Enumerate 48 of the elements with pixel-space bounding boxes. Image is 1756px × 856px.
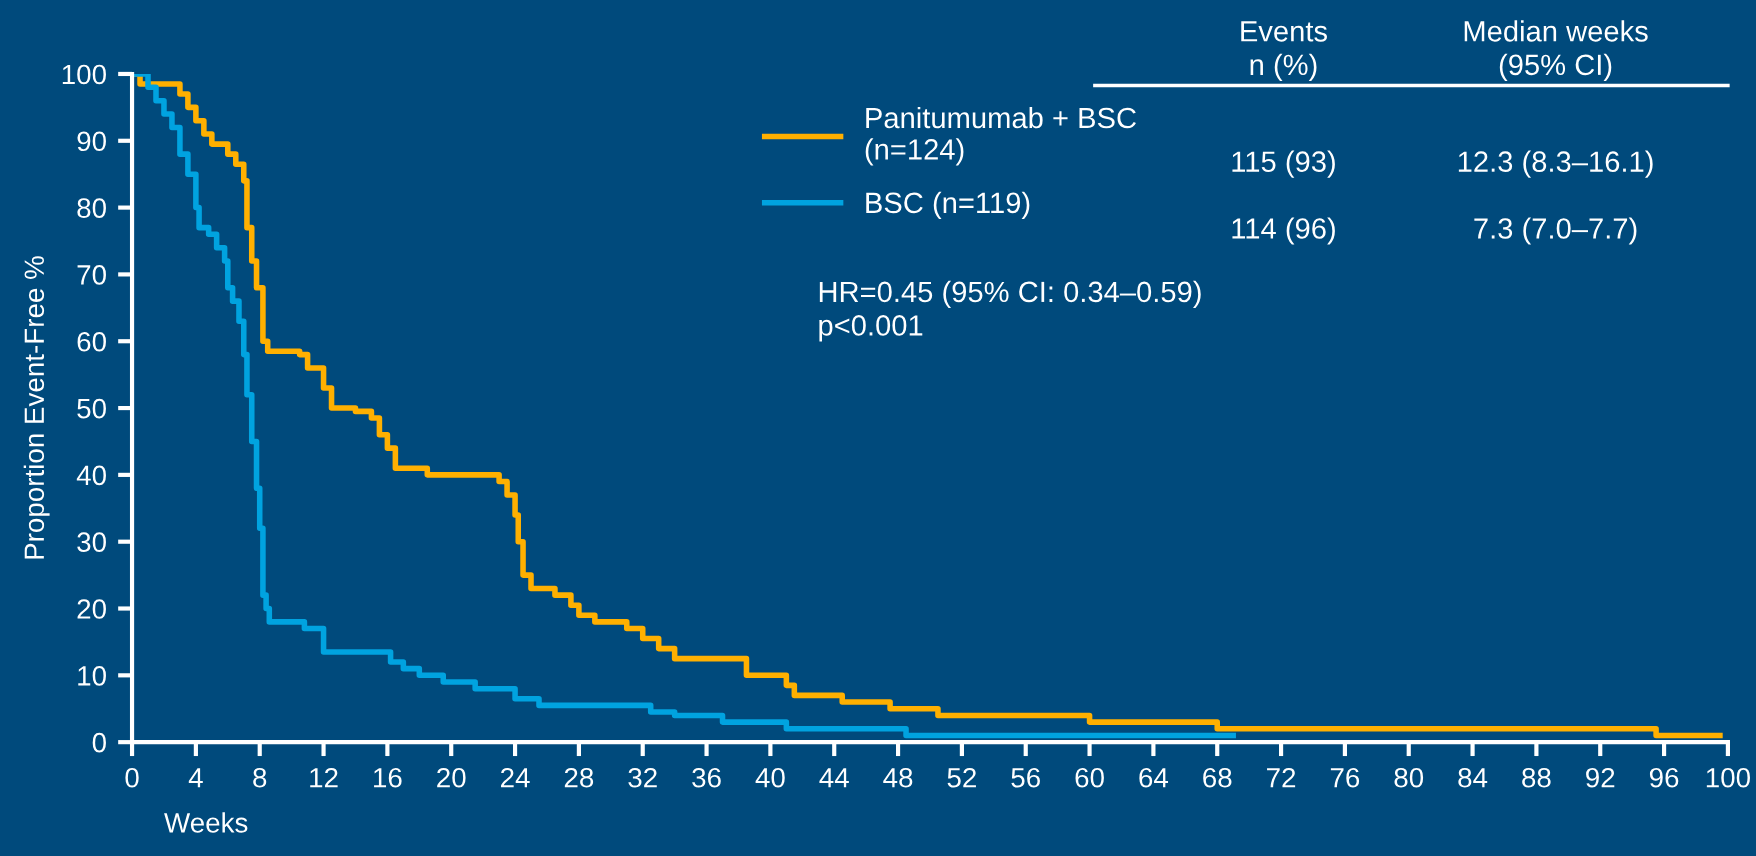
x-tick-label: 0 [125, 767, 139, 788]
x-axis-title: Weeks [164, 812, 248, 833]
legend-label: Panitumumab + BSC (n=124) [865, 106, 1136, 166]
y-tick-label: 60 [77, 331, 106, 352]
annotation: Median weeks (95% CI) [1464, 20, 1648, 81]
x-tick-label: 76 [1330, 767, 1360, 788]
x-tick-label: 64 [1139, 767, 1169, 788]
x-tick-label: 88 [1522, 767, 1551, 788]
annotation: 7.3 (7.0–7.7) [1474, 217, 1637, 245]
y-tick-label: 100 [62, 64, 106, 85]
x-tick-label: 24 [501, 767, 530, 788]
x-tick-label: 72 [1267, 767, 1296, 788]
annotation: 12.3 (8.3–16.1) [1458, 150, 1653, 178]
x-tick-label: 28 [564, 767, 594, 788]
x-tick-label: 60 [1075, 767, 1104, 788]
x-tick-label: 48 [883, 767, 913, 788]
y-tick-label: 50 [77, 398, 106, 419]
y-tick-label: 70 [77, 265, 106, 285]
y-tick-label: 30 [77, 532, 106, 553]
annotation: Events n (%) [1241, 21, 1327, 81]
x-tick-label: 12 [310, 767, 338, 788]
y-axis-title: Proportion Event-Free % [23, 256, 50, 559]
y-tick-label: 40 [76, 465, 106, 486]
x-tick-label: 100 [1706, 767, 1750, 788]
x-tick-label: 40 [755, 767, 785, 788]
annotation: 115 (93) [1232, 150, 1335, 178]
x-tick-label: 68 [1203, 767, 1232, 788]
x-tick-label: 44 [819, 768, 849, 788]
x-tick-label: 92 [1586, 767, 1615, 788]
y-tick-label: 0 [92, 732, 106, 753]
x-tick-label: 20 [437, 767, 466, 788]
y-tick-label: 90 [77, 131, 106, 152]
x-tick-label: 32 [628, 767, 657, 788]
x-tick-label: 8 [253, 767, 267, 788]
y-tick-label: 80 [77, 198, 106, 218]
x-tick-label: 56 [1011, 767, 1040, 788]
y-tick-label: 10 [78, 666, 106, 686]
legend-label: BSC (n=119) [866, 191, 1030, 219]
x-tick-label: 16 [374, 767, 402, 788]
x-tick-label: 80 [1394, 767, 1424, 788]
y-tick-label: 20 [77, 599, 106, 619]
annotation: 114 (96) [1232, 217, 1335, 245]
annotation: HR=0.45 (95% CI: 0.34–0.59) p<0.001 [819, 280, 1201, 342]
x-tick-label: 52 [947, 767, 976, 788]
x-tick-label: 96 [1649, 767, 1679, 788]
x-tick-label: 84 [1458, 767, 1488, 788]
x-tick-label: 4 [188, 768, 203, 788]
x-tick-label: 36 [692, 767, 721, 788]
